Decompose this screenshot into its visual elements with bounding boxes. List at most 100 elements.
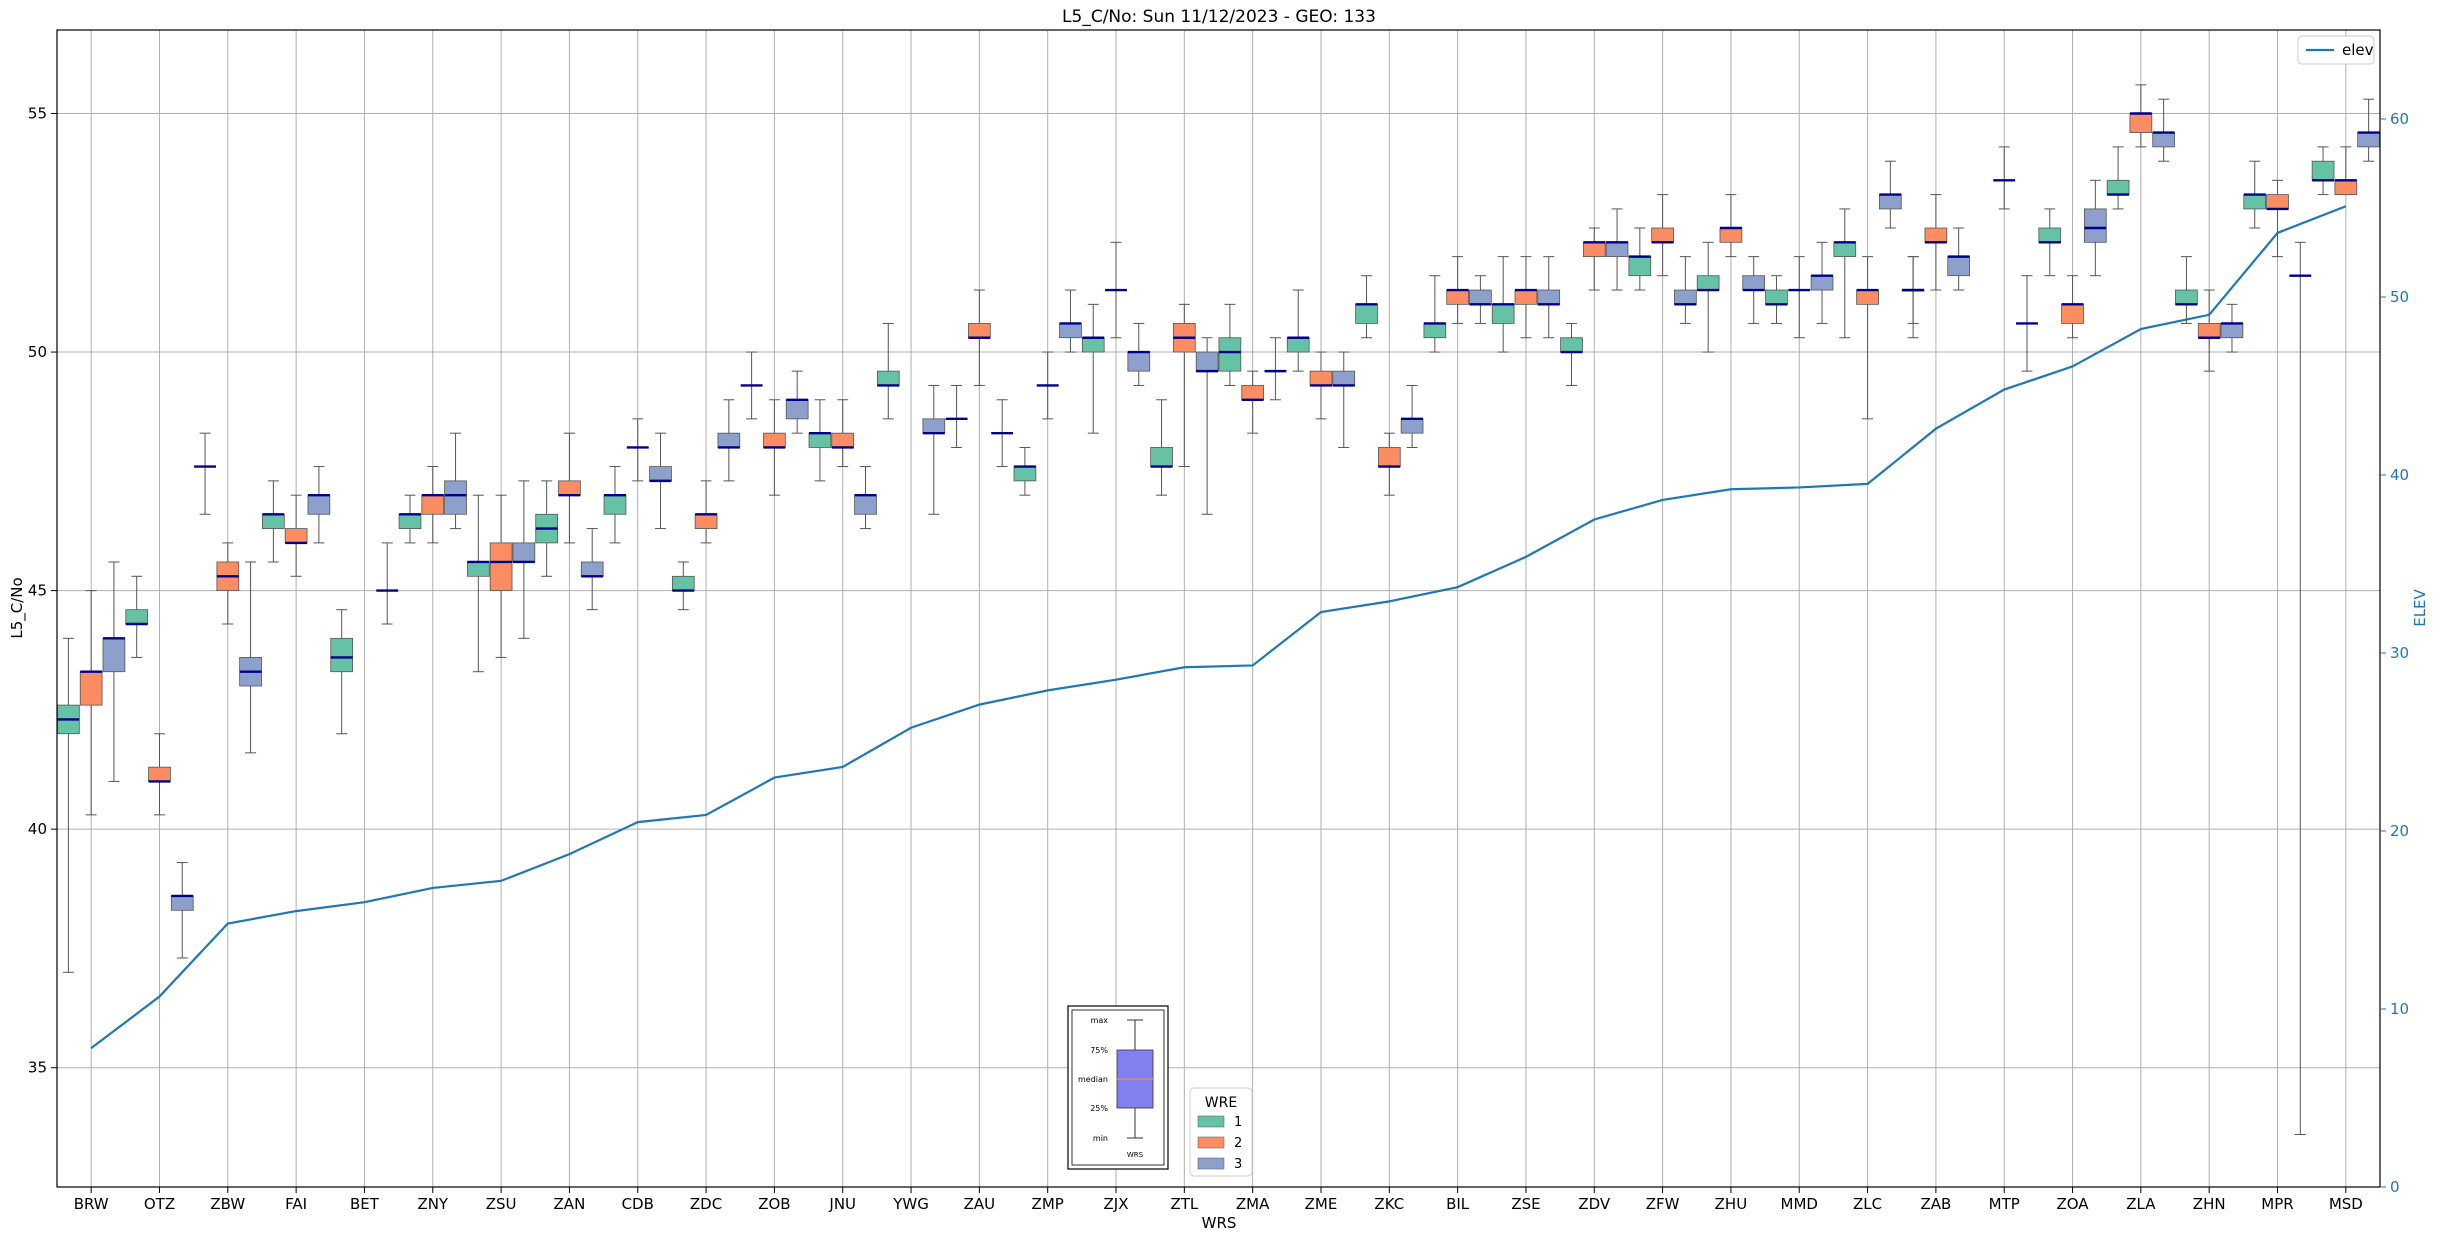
y-right-tick-label: 0 xyxy=(2390,1178,2400,1196)
x-tick-label: FAI xyxy=(285,1195,307,1213)
box-wre-1 xyxy=(1218,337,1242,372)
x-tick-label: ZNY xyxy=(417,1195,448,1213)
axes: BRW OTZ ZBW FAI BET ZNY ZSU ZAN CDB ZDC ZOB JNU YWG Z… xyxy=(28,104,2409,1213)
x-tick-label: ZDV xyxy=(1578,1195,1611,1213)
box-wre-3 xyxy=(1537,289,1561,305)
chart-title: L5_C/No: Sun 11/12/2023 - GEO: 133 xyxy=(1062,7,1376,27)
x-tick-label: ZBW xyxy=(210,1195,245,1213)
box-wre-3 xyxy=(307,494,331,515)
box-wre-3 xyxy=(580,561,604,577)
x-tick-label: JNU xyxy=(828,1195,856,1213)
x-tick-label: ZDC xyxy=(690,1195,722,1213)
x-tick-label: ZAN xyxy=(554,1195,586,1213)
box-wre-1 xyxy=(671,575,695,592)
box-wre-1 xyxy=(808,432,832,448)
x-tick-label: YWG xyxy=(892,1195,929,1213)
x-tick-label: ZSU xyxy=(486,1195,517,1213)
box-wre-2 xyxy=(763,432,786,448)
box-wre-3 xyxy=(1400,418,1424,434)
wre-legend-label: 2 xyxy=(1234,1136,1242,1151)
box-wre-2 xyxy=(1446,289,1469,305)
y-right-tick-label: 60 xyxy=(2390,110,2409,128)
elev-legend-frame xyxy=(2297,35,2375,65)
y-right-tick-label: 10 xyxy=(2390,1000,2409,1018)
box-wre-2 xyxy=(1377,447,1401,467)
y-tick-label: 50 xyxy=(28,343,47,361)
box-wre-3 xyxy=(1742,275,1766,291)
box-wre-1 xyxy=(125,609,149,625)
box-wre-1 xyxy=(466,561,490,577)
x-tick-label: ZTL xyxy=(1170,1195,1198,1213)
box-wre-1 xyxy=(1355,303,1378,324)
y-right-tick-label: 40 xyxy=(2390,466,2409,484)
box-wre-3 xyxy=(1332,370,1356,386)
box-wre-1 xyxy=(398,513,422,529)
x-tick-label: ZME xyxy=(1305,1195,1338,1213)
y-tick-label: 35 xyxy=(28,1059,47,1077)
box-wre-3 xyxy=(102,637,126,673)
box-wre-1 xyxy=(1765,289,1788,305)
box-wre-3 xyxy=(1810,275,1834,291)
box-wre-2 xyxy=(1924,227,1948,243)
box-wre-1 xyxy=(1696,275,1720,291)
wre-legend-frame xyxy=(1189,1087,1253,1177)
wre-legend-swatch xyxy=(1197,1136,1225,1149)
box-layer xyxy=(57,84,2380,1136)
x-tick-label: MSD xyxy=(2329,1195,2363,1213)
box-wre-2 xyxy=(2197,323,2221,339)
x-tick-label: OTZ xyxy=(144,1195,175,1213)
wre-legend: WRE 1 2 3 xyxy=(1189,1087,1253,1177)
box-wre-1 xyxy=(1423,323,1447,339)
box-wre-1 xyxy=(2106,179,2130,196)
y-axis-label: L5_C/No xyxy=(8,577,27,638)
box-wre-2 xyxy=(1719,227,1743,243)
box-wre-2 xyxy=(2334,179,2358,196)
x-tick-label: ZHU xyxy=(1715,1195,1748,1213)
wre-legend-label: 3 xyxy=(1234,1157,1242,1172)
y-tick-label: 45 xyxy=(28,582,47,600)
box-wre-3 xyxy=(2220,323,2244,339)
box-wre-3 xyxy=(512,542,536,563)
x-tick-label: ZSE xyxy=(1511,1195,1540,1213)
box-wre-1 xyxy=(2038,227,2062,243)
wre-legend-swatch xyxy=(1197,1157,1225,1170)
box-wre-2 xyxy=(831,432,855,448)
box-wre-3 xyxy=(922,418,946,434)
x-tick-label: ZHN xyxy=(2193,1195,2226,1213)
box-wre-2 xyxy=(2061,303,2084,324)
box-wre-3 xyxy=(1947,256,1971,277)
wre-legend-swatch xyxy=(1197,1115,1225,1128)
box-wre-1 xyxy=(1491,303,1515,324)
box-wre-1 xyxy=(262,513,285,529)
box-wre-1 xyxy=(2243,194,2267,210)
box-wre-3 xyxy=(2357,132,2380,148)
grid xyxy=(57,30,2380,1187)
box-wre-2 xyxy=(1309,370,1333,386)
inset-key-label: median xyxy=(1078,1075,1108,1084)
box-wre-3 xyxy=(1059,323,1082,339)
box-wre-1 xyxy=(1286,337,1310,353)
box-wre-3 xyxy=(854,494,877,515)
y-axis-right-label: ELEV xyxy=(2411,588,2429,626)
x-tick-label: ZLA xyxy=(2126,1195,2156,1213)
box-wre-2 xyxy=(489,542,513,592)
box-wre-3 xyxy=(785,399,809,420)
x-tick-label: ZAU xyxy=(964,1195,996,1213)
plot-frame xyxy=(56,29,2381,1188)
box-wre-2 xyxy=(1651,227,1674,243)
box-wre-3 xyxy=(649,466,672,482)
box-wre-2 xyxy=(284,528,308,544)
inset-key-xlabel: WRS xyxy=(1127,1151,1144,1159)
box-wre-3 xyxy=(2152,132,2175,148)
x-tick-label: BET xyxy=(350,1195,380,1213)
box-wre-1 xyxy=(2175,289,2198,305)
box-wre-3 xyxy=(1127,351,1151,372)
box-wre-2 xyxy=(2129,113,2153,133)
elev-line xyxy=(90,205,2347,1050)
elev-legend: elev xyxy=(2297,35,2375,65)
y-right-tick-label: 20 xyxy=(2390,822,2409,840)
x-tick-label: ZOB xyxy=(758,1195,790,1213)
box-wre-2 xyxy=(558,480,581,496)
box-wre-2 xyxy=(1514,289,1538,305)
